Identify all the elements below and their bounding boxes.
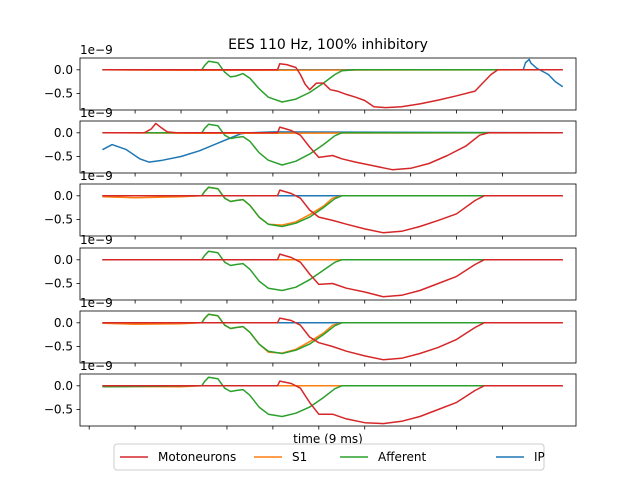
panel-6: 1e−9 0.0 −0.5 xyxy=(44,359,577,430)
y-tick-label: −0.5 xyxy=(44,212,73,226)
y-tick-label: 0.0 xyxy=(54,189,73,203)
legend-item-ip: IP xyxy=(496,450,545,464)
panel-1: 1e−9 0.0 −0.5 xyxy=(44,43,577,114)
series-line-afferent xyxy=(102,250,563,292)
legend: Motoneurons S1 Afferent IP xyxy=(113,443,545,471)
scale-factor-label: 1e−9 xyxy=(80,296,113,310)
y-tick-label: 0.0 xyxy=(54,126,73,140)
series-line-afferent xyxy=(102,123,563,166)
legend-frame xyxy=(113,443,545,471)
x-axis-label: time (9 ms) xyxy=(293,432,363,446)
series-line-motoneurons xyxy=(102,189,563,234)
y-tick-label: −0.5 xyxy=(44,276,73,290)
legend-label: Motoneurons xyxy=(158,450,236,464)
series-line-s1 xyxy=(102,186,563,226)
panel-frame xyxy=(79,310,577,364)
panel-frame xyxy=(79,57,577,111)
panel-frame xyxy=(79,183,577,237)
scale-factor-label: 1e−9 xyxy=(80,169,113,183)
panel-2: 1e−9 0.0 −0.5 xyxy=(44,106,577,177)
series-line-afferent xyxy=(102,313,563,355)
y-tick-label: −0.5 xyxy=(44,402,73,416)
series-line-motoneurons xyxy=(102,122,563,171)
series-line-afferent xyxy=(102,376,563,418)
y-tick-label: −0.5 xyxy=(44,339,73,353)
panel-3: 1e−9 0.0 −0.5 xyxy=(44,169,577,240)
legend-label: Afferent xyxy=(378,450,427,464)
legend-label: IP xyxy=(534,450,545,464)
y-tick-label: 0.0 xyxy=(54,379,73,393)
scale-factor-label: 1e−9 xyxy=(80,359,113,373)
y-tick-label: −0.5 xyxy=(44,149,73,163)
scale-factor-label: 1e−9 xyxy=(80,233,113,247)
panel-5: 1e−9 0.0 −0.5 xyxy=(44,296,577,367)
series-line-motoneurons xyxy=(102,317,563,361)
y-tick-label: −0.5 xyxy=(44,86,73,100)
panel-frame xyxy=(79,247,577,301)
series-line-ip xyxy=(102,131,563,163)
chart-title: EES 110 Hz, 100% inhibitory xyxy=(228,37,428,53)
panel-frame xyxy=(79,120,577,174)
series-line-afferent xyxy=(102,186,563,228)
series-line-motoneurons xyxy=(102,380,563,425)
series-line-motoneurons xyxy=(102,62,563,109)
series-line-motoneurons xyxy=(102,253,563,298)
legend-item-motoneurons: Motoneurons xyxy=(120,450,236,464)
series-line-afferent xyxy=(102,60,563,103)
y-tick-label: 0.0 xyxy=(54,253,73,267)
y-tick-label: 0.0 xyxy=(54,316,73,330)
legend-item-s1: S1 xyxy=(254,450,307,464)
panels-group: 1e−9 0.0 −0.5 1e−9 0.0 −0.5 1e−9 0.0 −0.5 1e−9 0.0… xyxy=(44,43,577,430)
y-tick-label: 0.0 xyxy=(54,63,73,77)
legend-item-afferent: Afferent xyxy=(340,450,427,464)
scale-factor-label: 1e−9 xyxy=(80,106,113,120)
panel-4: 1e−9 0.0 −0.5 xyxy=(44,233,577,304)
legend-label: S1 xyxy=(292,450,307,464)
panel-frame xyxy=(79,373,577,427)
scale-factor-label: 1e−9 xyxy=(80,43,113,57)
